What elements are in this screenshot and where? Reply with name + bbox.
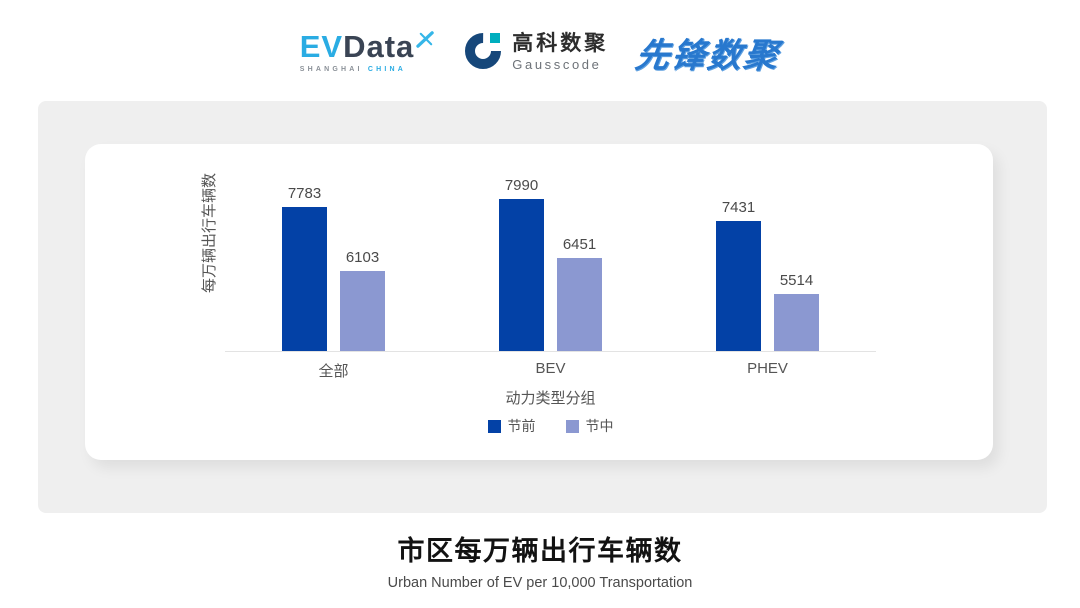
- bar-value-label: 7431: [721, 198, 756, 216]
- bar-column: 6451: [557, 236, 602, 351]
- bar: [499, 199, 544, 351]
- legend-item: 节中: [565, 416, 614, 436]
- category-label: 全部: [318, 363, 349, 380]
- header: EV Data SHANGHAI CHINA 高科数聚 Gausscode 先锋数…: [0, 16, 1080, 88]
- page-title: 市区每万辆出行车辆数: [397, 536, 683, 566]
- evdata-china-text: CHINA: [367, 66, 406, 73]
- bar-value-label: 6451: [562, 235, 597, 253]
- pioneer-logo-text: 先锋数聚: [633, 36, 783, 75]
- gausscode-logo: 高科数聚 Gausscode: [463, 30, 608, 75]
- gausscode-cn-text: 高科数聚: [512, 32, 609, 56]
- bar-value-label: 6103: [345, 249, 380, 267]
- legend-item: 节前: [487, 416, 536, 436]
- category-label: PHEV: [747, 360, 788, 377]
- bar-column: 7783: [282, 185, 327, 351]
- bar-column: 5514: [774, 271, 819, 351]
- evdata-logo-text: EV Data: [300, 31, 436, 62]
- bar-value-label: 7990: [504, 177, 539, 195]
- evdata-subtext: SHANGHAI CHINA: [300, 66, 436, 73]
- legend-label: 节中: [585, 418, 614, 434]
- bar: [557, 257, 602, 351]
- bar-column: 6103: [340, 249, 385, 351]
- bar-value-label: 5514: [779, 271, 814, 289]
- bar-column: 7431: [716, 199, 761, 351]
- evdata-ev-text: EV: [299, 29, 344, 64]
- category-label: BEV: [535, 360, 566, 377]
- gausscode-en-text: Gausscode: [512, 56, 602, 72]
- bar: [716, 220, 761, 351]
- evdata-data-text: Data: [343, 29, 415, 64]
- bar-value-label: 7783: [287, 185, 322, 203]
- y-axis-label: 每万辆出行车辆数: [201, 173, 218, 294]
- x-axis-label: 动力类型分组: [505, 390, 596, 407]
- legend-swatch: [565, 419, 579, 433]
- page-subtitle: Urban Number of EV per 10,000 Transporta…: [387, 575, 693, 591]
- footer: 市区每万辆出行车辆数 Urban Number of EV per 10,000…: [0, 529, 1080, 591]
- chart-card: 每万辆出行车辆数 7783 6103 7990 6451 7431 5514 全部 BEV P…: [85, 144, 993, 460]
- bar: [774, 293, 819, 351]
- gausscode-text-block: 高科数聚 Gausscode: [512, 32, 608, 71]
- evdata-shanghai-text: SHANGHAI: [299, 66, 363, 73]
- evdata-logo: EV Data SHANGHAI CHINA: [300, 31, 436, 73]
- bar-column: 7990: [499, 177, 544, 351]
- gausscode-logo-icon: [463, 30, 503, 75]
- chart-legend: 节前 节中: [225, 416, 876, 436]
- bar-group: 7783 6103: [225, 162, 442, 351]
- bar-group: 7431 5514: [659, 162, 876, 351]
- bar-group: 7990 6451: [442, 162, 659, 351]
- plot-area: 7783 6103 7990 6451 7431 5514: [225, 162, 876, 352]
- category-labels: 全部 BEV PHEV: [225, 360, 876, 381]
- bar: [282, 207, 327, 351]
- legend-swatch: [487, 419, 501, 433]
- spark-icon: [416, 23, 435, 54]
- bar: [340, 271, 385, 351]
- legend-label: 节前: [507, 418, 536, 434]
